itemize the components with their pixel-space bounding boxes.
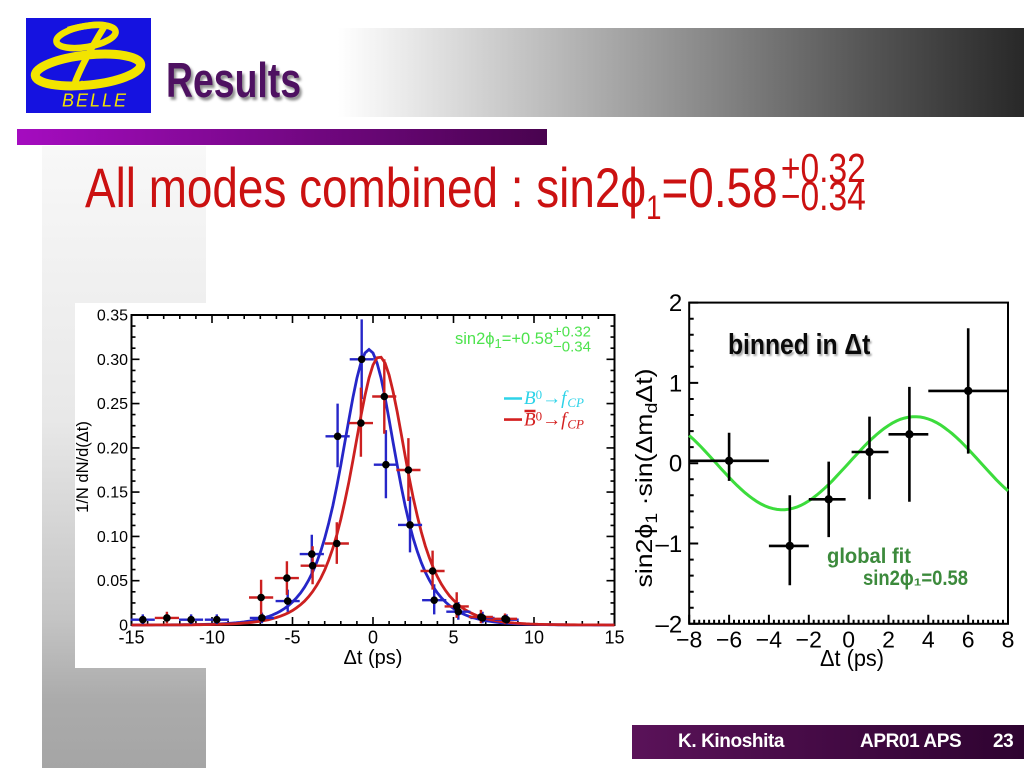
svg-text:8: 8 bbox=[1002, 626, 1015, 652]
svg-text:0: 0 bbox=[119, 618, 128, 635]
svg-text:15: 15 bbox=[604, 628, 624, 648]
svg-text:sin2ϕ1 ·sin(ΔmdΔt): sin2ϕ1 ·sin(ΔmdΔt) bbox=[635, 369, 661, 588]
svg-text:0: 0 bbox=[842, 626, 855, 652]
svg-text:-10: -10 bbox=[199, 628, 225, 648]
svg-text:5: 5 bbox=[448, 628, 458, 648]
svg-text:2: 2 bbox=[669, 290, 682, 317]
svg-text:4: 4 bbox=[922, 626, 935, 652]
svg-text:0.25: 0.25 bbox=[97, 396, 128, 413]
svg-text:0.10: 0.10 bbox=[97, 529, 128, 546]
svg-text:Δt (ps): Δt (ps) bbox=[344, 647, 403, 669]
svg-text:0.20: 0.20 bbox=[97, 440, 128, 457]
svg-text:–2: –2 bbox=[655, 611, 682, 638]
svg-text:1/N dN/d(Δt): 1/N dN/d(Δt) bbox=[75, 421, 92, 513]
svg-text:−0.34: −0.34 bbox=[553, 339, 591, 356]
svg-text:-15: -15 bbox=[118, 628, 144, 648]
svg-text:2: 2 bbox=[882, 626, 895, 652]
svg-text:Δt (ps): Δt (ps) bbox=[820, 645, 884, 671]
svg-text:0: 0 bbox=[669, 451, 682, 478]
svg-text:1: 1 bbox=[669, 370, 682, 397]
svg-text:0.05: 0.05 bbox=[97, 573, 128, 590]
svg-text:global fit: global fit bbox=[827, 545, 911, 568]
svg-text:0.35: 0.35 bbox=[97, 308, 128, 325]
svg-text:+0.32: +0.32 bbox=[553, 324, 591, 341]
svg-text:0: 0 bbox=[368, 628, 378, 648]
svg-text:BELLE: BELLE bbox=[62, 91, 128, 111]
svg-text:0.30: 0.30 bbox=[97, 352, 128, 369]
svg-text:6: 6 bbox=[962, 626, 975, 652]
svg-text:10: 10 bbox=[524, 628, 544, 648]
svg-text:−8: −8 bbox=[676, 626, 702, 652]
svg-text:–1: –1 bbox=[655, 531, 682, 558]
svg-text:sin2ϕ1=+0.58: sin2ϕ1=+0.58 bbox=[455, 330, 553, 351]
svg-text:−2: −2 bbox=[796, 626, 822, 652]
svg-text:−4: −4 bbox=[756, 626, 782, 652]
svg-text:0.15: 0.15 bbox=[97, 485, 128, 502]
svg-text:−6: −6 bbox=[716, 626, 742, 652]
svg-text:sin2ϕ₁=0.58: sin2ϕ₁=0.58 bbox=[863, 567, 968, 590]
svg-text:-5: -5 bbox=[284, 628, 300, 648]
